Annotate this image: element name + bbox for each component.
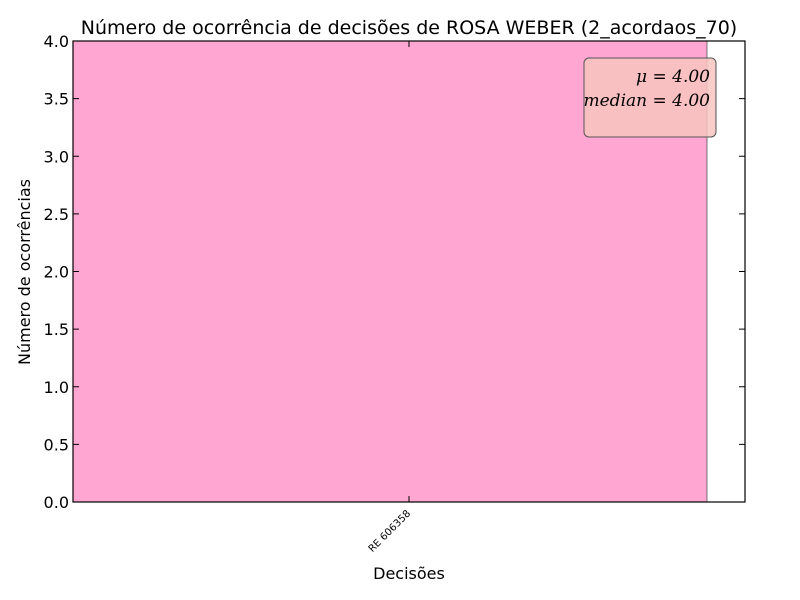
y-axis-label: Número de ocorrências [15,179,34,365]
x-axis-label: Decisões [373,564,445,583]
y-tick-label-0: 0.0 [44,493,69,512]
stats-box-background [583,57,717,138]
y-tick-label-2: 1.0 [44,378,69,397]
plot-frame [72,40,746,503]
stats-line-0: μ = 4.00 [636,67,710,87]
y-tick-label-3: 1.5 [44,320,69,339]
y-tick-label-6: 3.0 [44,147,69,166]
y-tick-label-7: 3.5 [44,90,69,109]
stats-box: μ = 4.00 median = 4.00 [583,57,717,138]
y-tick-label-1: 0.5 [44,435,69,454]
y-tick-label-8: 4.0 [44,32,69,51]
chart-title: Número de ocorrência de decisões de ROSA… [81,17,737,39]
y-ticks: 0.0 0.5 1.0 1.5 2.0 2.5 3.0 3.5 4.0 [44,32,745,512]
y-tick-label-5: 2.5 [44,205,69,224]
x-tick-label-0: RE 606358 [367,508,413,554]
y-tick-label-4: 2.0 [44,263,69,282]
stats-line-1: median = 4.00 [584,91,711,111]
